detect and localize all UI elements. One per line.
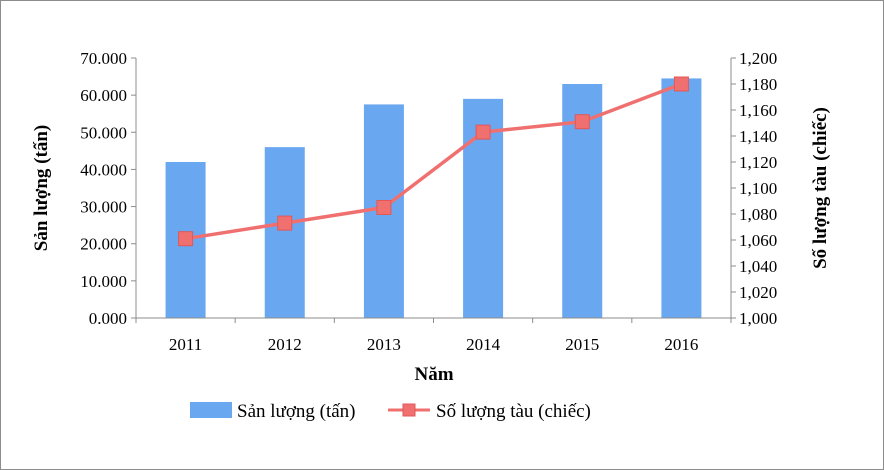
legend-line-label: Số lượng tàu (chiếc)	[436, 401, 591, 422]
x-tick-label: 2014	[466, 335, 501, 354]
y2-tick-label: 1,180	[739, 75, 777, 94]
tick-labels: 0.000 10.000 20.000 30.000 40.000 50.000 60.00…	[80, 49, 777, 354]
axes	[131, 57, 736, 323]
y-tick-label: 20.000	[80, 235, 127, 254]
line-point-2015	[574, 114, 590, 130]
y-tick-label: 10.000	[80, 272, 127, 291]
legend-line-marker	[402, 403, 416, 417]
y-tick-label: 0.000	[89, 309, 127, 328]
y2-tick-label: 1,080	[739, 205, 777, 224]
y2-tick-label: 1,140	[739, 127, 777, 146]
line-point-2016	[673, 76, 689, 92]
x-tick-label: 2016	[664, 335, 698, 354]
line-path	[185, 82, 683, 241]
y-tick-label: 50.000	[80, 123, 127, 142]
x-tick-label: 2015	[565, 335, 599, 354]
legend-bar-swatch	[190, 402, 232, 418]
y-tick-label: 60.000	[80, 86, 127, 105]
line-point-2013	[376, 200, 392, 215]
y-tick-label: 30.000	[80, 198, 127, 217]
y2-axis-title: Số lượng tàu (chiếc)	[810, 107, 831, 269]
y-tick-label: 40.000	[80, 160, 127, 179]
legend: Sản lượng (tấn) Số lượng tàu (chiếc)	[190, 401, 591, 422]
legend-bar-label: Sản lượng (tấn)	[237, 401, 356, 422]
y2-tick-label: 1,160	[739, 101, 777, 120]
y-tick-label: 70.000	[80, 49, 127, 68]
x-tick-label: 2013	[367, 335, 401, 354]
line-series	[178, 76, 689, 247]
y2-tick-label: 1,000	[739, 309, 777, 328]
x-axis-title: Năm	[414, 364, 453, 385]
y2-tick-label: 1,120	[739, 153, 777, 172]
y2-tick-label: 1,100	[739, 179, 777, 198]
y2-tick-label: 1,040	[739, 257, 777, 276]
y2-tick-label: 1,020	[739, 283, 777, 302]
bar-2012	[264, 147, 305, 318]
line-point-2012	[277, 215, 293, 231]
x-tick-label: 2012	[268, 335, 302, 354]
bar-2016	[661, 78, 702, 318]
y-axis-title: Sản lượng (tấn)	[31, 125, 52, 251]
line-point-2011	[178, 231, 194, 247]
y2-tick-label: 1,060	[739, 231, 777, 250]
line-point-2014	[475, 124, 491, 140]
y2-tick-label: 1,200	[739, 49, 777, 68]
x-tick-label: 2011	[169, 335, 202, 354]
bar-series	[165, 78, 702, 318]
